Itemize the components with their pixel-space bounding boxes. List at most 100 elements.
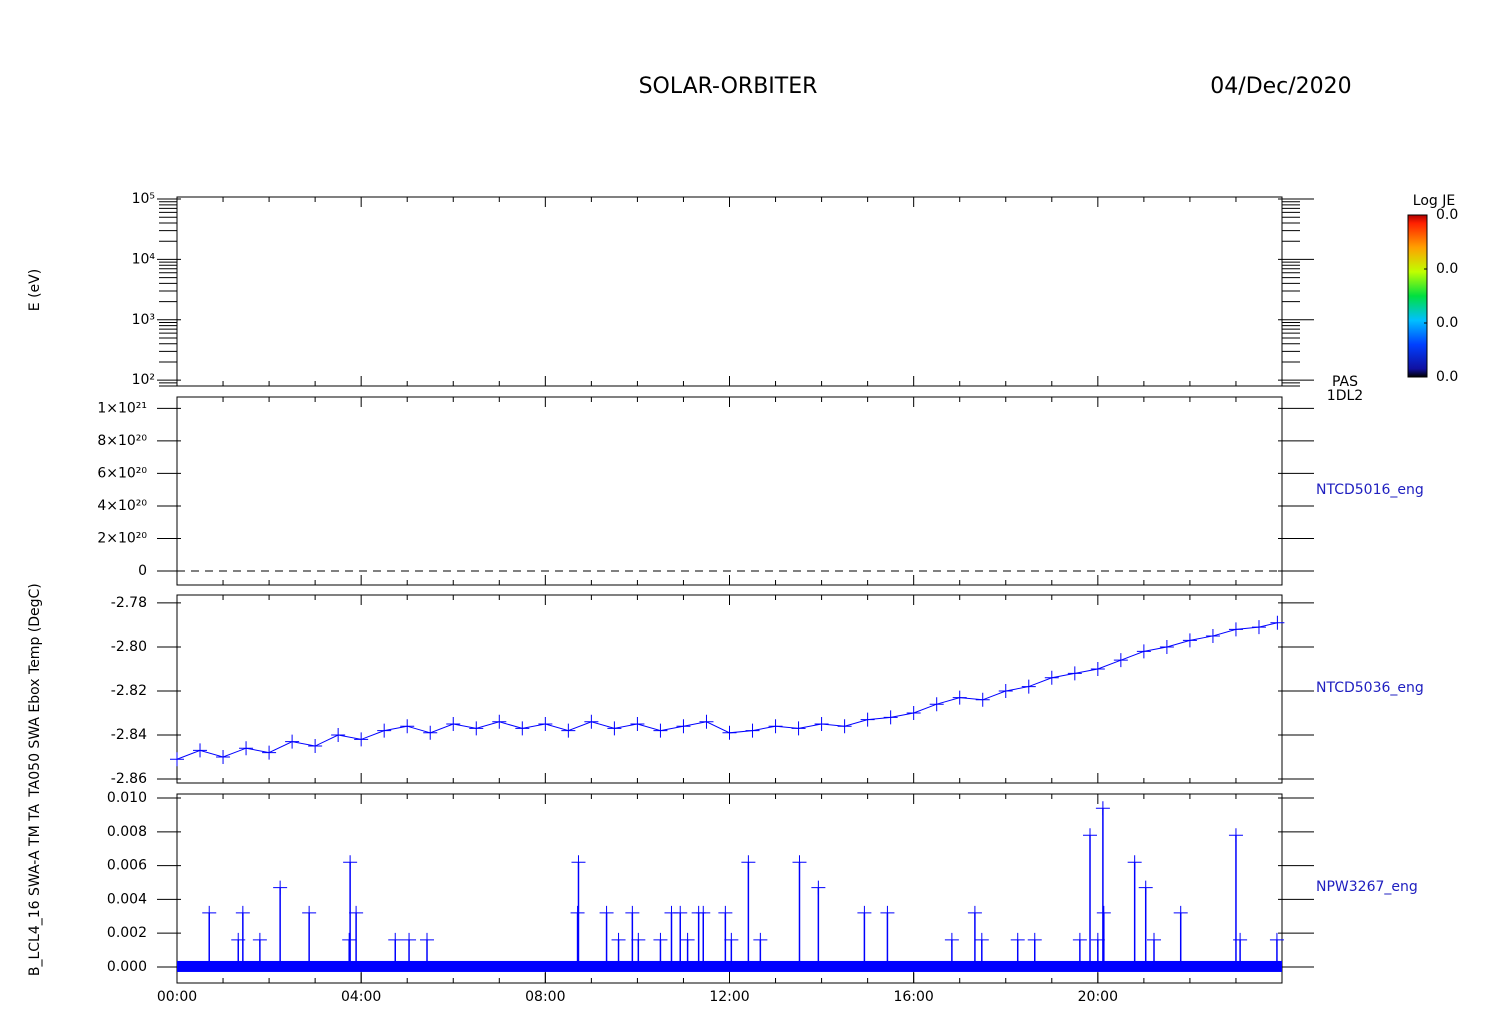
marker — [857, 905, 872, 920]
marker — [1173, 905, 1188, 920]
marker — [170, 752, 184, 767]
marker — [400, 719, 415, 734]
marker — [791, 721, 806, 736]
marker — [285, 734, 300, 749]
y-tick-label: 4×10²⁰ — [97, 498, 147, 514]
marker — [860, 712, 875, 727]
marker — [975, 692, 990, 707]
colorbar-tick-label: 0.0 — [1436, 261, 1458, 277]
y-tick-label: 0.006 — [107, 858, 147, 874]
marker — [673, 905, 688, 920]
marker — [814, 717, 829, 732]
marker — [235, 905, 250, 920]
y-tick-label: 0.010 — [107, 790, 147, 806]
marker — [216, 750, 231, 765]
marker — [653, 723, 668, 738]
marker — [1083, 828, 1098, 843]
marker — [630, 717, 645, 732]
marker — [469, 721, 484, 736]
marker — [811, 880, 826, 895]
x-tick-label: 04:00 — [341, 989, 381, 1005]
marker — [880, 905, 895, 920]
marker — [998, 683, 1013, 698]
marker — [724, 932, 739, 947]
marker — [1159, 639, 1174, 654]
marker — [1096, 905, 1111, 920]
marker — [792, 855, 807, 870]
marker — [515, 721, 530, 736]
x-tick-label: 00:00 — [157, 989, 197, 1005]
colorbar-title: Log JE — [1413, 193, 1455, 209]
marker — [1021, 679, 1036, 694]
y-tick-label: 1×10²¹ — [97, 400, 147, 416]
panel-frame — [176, 793, 1283, 984]
marker — [252, 932, 267, 947]
marker — [611, 932, 626, 947]
series-label: NTCD5016_eng — [1316, 482, 1424, 498]
marker — [571, 855, 586, 870]
marker — [584, 714, 599, 729]
marker — [1228, 828, 1243, 843]
marker — [1270, 615, 1285, 630]
marker — [377, 723, 392, 738]
y-axis-label: E (eV) — [27, 269, 43, 311]
y-tick-label: -2.86 — [111, 771, 147, 787]
marker — [343, 855, 358, 870]
marker — [753, 932, 768, 947]
y-tick-label: 6×10²⁰ — [97, 465, 147, 481]
y-tick-label: 10² — [132, 372, 155, 388]
marker — [1205, 628, 1220, 643]
marker — [768, 719, 783, 734]
y-axis-label: TA050 SWA Ebox Temp (DegC) — [27, 583, 43, 798]
marker — [631, 932, 646, 947]
marker — [273, 880, 288, 895]
marker — [906, 705, 921, 720]
marker — [1182, 633, 1197, 648]
marker — [561, 723, 576, 738]
marker — [599, 905, 614, 920]
marker — [680, 932, 695, 947]
y-tick-label: -2.78 — [111, 595, 147, 611]
marker — [1251, 620, 1266, 635]
marker — [354, 732, 369, 747]
x-tick-label: 12:00 — [709, 989, 749, 1005]
marker — [349, 905, 364, 920]
marker — [741, 855, 756, 870]
y-tick-label: 0.008 — [107, 824, 147, 840]
marker — [699, 714, 714, 729]
y-axis-label: B_LCL4_16 SWA-A TM TA — [27, 803, 43, 976]
marker — [718, 905, 733, 920]
marker — [1147, 932, 1161, 947]
marker — [1095, 801, 1110, 816]
panel-frame — [176, 196, 1283, 387]
marker — [239, 741, 254, 756]
x-tick-label: 20:00 — [1078, 989, 1118, 1005]
marker — [1090, 661, 1105, 676]
series-label: NTCD5036_eng — [1316, 680, 1424, 696]
marker — [1010, 932, 1025, 947]
marker — [944, 932, 959, 947]
colorbar — [1407, 214, 1428, 378]
marker — [420, 932, 435, 947]
marker — [193, 743, 208, 758]
marker — [446, 717, 461, 732]
marker — [607, 721, 622, 736]
y-tick-label: 0 — [138, 563, 147, 579]
marker — [1072, 932, 1087, 947]
side-label: 1DL2 — [1327, 388, 1363, 404]
colorbar-tick-label: 0.0 — [1436, 315, 1458, 331]
series-label: NPW3267_eng — [1316, 879, 1418, 895]
panel-frame — [176, 396, 1283, 586]
x-tick-label: 08:00 — [525, 989, 565, 1005]
marker — [202, 905, 217, 920]
y-tick-label: -2.82 — [111, 683, 147, 699]
title: SOLAR-ORBITER — [639, 74, 818, 99]
colorbar-tick-label: 0.0 — [1436, 369, 1458, 385]
marker — [538, 717, 553, 732]
colorbar-tick-label: 0.0 — [1436, 207, 1458, 223]
marker — [302, 905, 317, 920]
marker — [837, 719, 852, 734]
date: 04/Dec/2020 — [1210, 74, 1351, 99]
marker — [929, 697, 944, 712]
